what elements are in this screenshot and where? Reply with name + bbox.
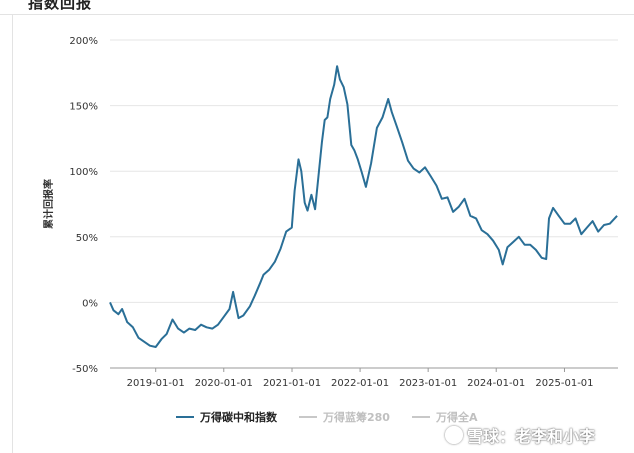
x-axis-ticks: 2019-01-01 2020-01-01 2021-01-01 2022-01-01…: [127, 368, 594, 389]
series-group: [109, 65, 618, 348]
series-line: [109, 65, 618, 348]
x-tick-label: 2024-01-01: [467, 378, 525, 389]
legend-item[interactable]: 万得蓝筹280: [299, 409, 390, 425]
y-tick-label: 50%: [76, 233, 98, 244]
legend-swatch: [176, 416, 194, 418]
y-tick-label: 200%: [69, 36, 98, 47]
top-divider: [0, 14, 634, 15]
left-border: [12, 15, 13, 453]
legend-item[interactable]: 万得碳中和指数: [176, 409, 277, 425]
section-title: 指数回报: [28, 0, 93, 12]
legend-label: 万得全A: [435, 411, 478, 424]
x-tick-label: 2021-01-01: [263, 378, 321, 389]
y-tick-label: 150%: [69, 102, 98, 113]
legend: 万得碳中和指数 万得蓝筹280 万得全A: [176, 409, 477, 425]
snowball-logo-icon: [445, 426, 463, 444]
x-tick-label: 2019-01-01: [127, 378, 185, 389]
legend-item[interactable]: 万得全A: [411, 409, 478, 425]
legend-swatch: [299, 416, 317, 418]
y-tick-label: 0%: [82, 298, 98, 309]
legend-label: 万得碳中和指数: [200, 411, 277, 424]
x-tick-label: 2023-01-01: [399, 378, 457, 389]
y-tick-label: 100%: [69, 167, 98, 178]
legend-swatch: [411, 416, 430, 418]
x-tick-label: 2020-01-01: [195, 378, 253, 389]
y-axis-label: 累计回报率: [42, 179, 55, 229]
x-tick-label: 2025-01-01: [535, 378, 593, 389]
x-tick-label: 2022-01-01: [331, 378, 389, 389]
y-axis-ticks: -50% 0% 50% 100% 150% 200%: [69, 36, 98, 375]
legend-label: 万得蓝筹280: [323, 411, 390, 424]
grid-lines: [110, 39, 618, 369]
y-tick-label: -50%: [72, 364, 98, 375]
watermark-text: 雪球：老李和小李: [467, 427, 596, 446]
watermark: 雪球：老李和小李: [445, 423, 595, 447]
